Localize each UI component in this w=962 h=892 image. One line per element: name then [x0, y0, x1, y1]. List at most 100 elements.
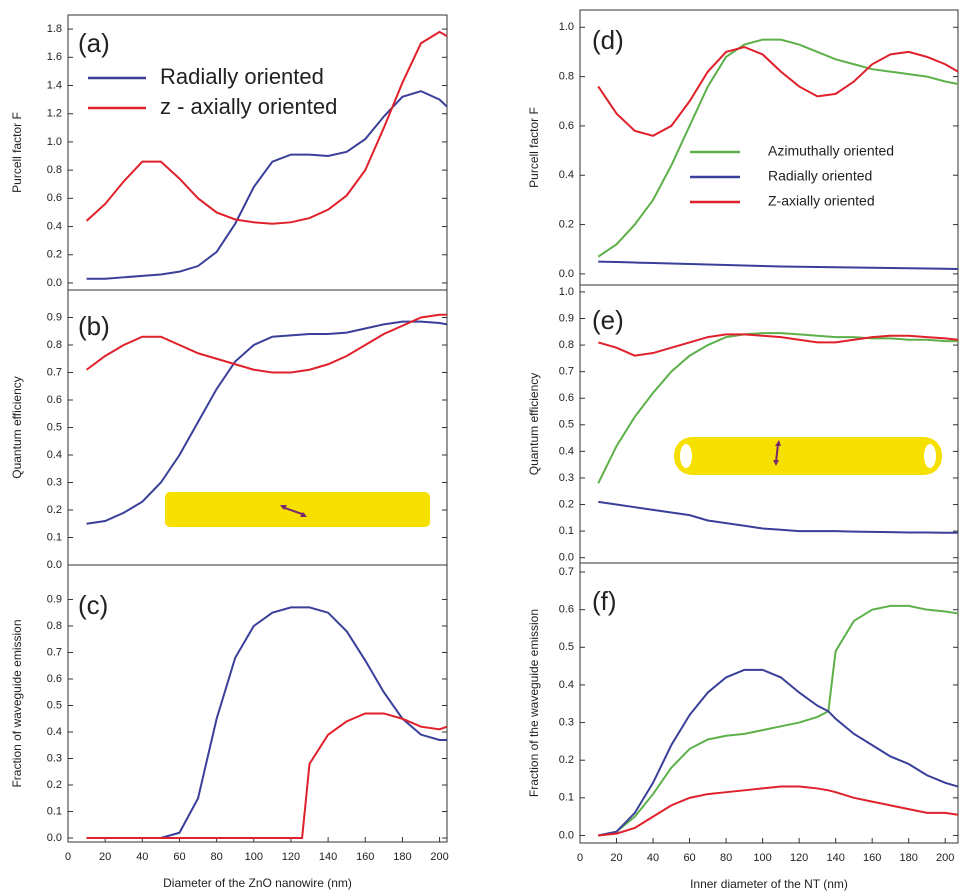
panel-label: (f): [592, 586, 617, 616]
y-tick-label: 0.9: [47, 593, 62, 605]
x-tick-label: 0: [65, 851, 71, 863]
panel-label: (b): [78, 311, 110, 341]
y-tick-label: 0.4: [559, 169, 574, 181]
x-tick-label: 200: [430, 851, 448, 863]
panel-label: (d): [592, 25, 624, 55]
y-tick-label: 0.9: [47, 311, 62, 323]
plot-frame: [67, 14, 448, 291]
y-tick-label: 0.4: [47, 726, 62, 738]
data-line: [85, 313, 447, 374]
y-tick-label: 0.6: [47, 673, 62, 685]
x-tick-label: 20: [99, 851, 111, 863]
y-tick-label: 0.3: [47, 752, 62, 764]
data-line: [597, 38, 959, 258]
plot-frame: [579, 562, 959, 844]
nanotube-rod: [674, 437, 942, 475]
y-tick-label: 0.0: [559, 829, 574, 841]
data-line: [598, 260, 959, 270]
x-tick-label: 60: [173, 851, 185, 863]
data-line: [597, 332, 958, 484]
y-tick-label: 1.8: [47, 23, 62, 35]
legend-label: Azimuthally oriented: [768, 143, 894, 159]
y-tick-label: 0.1: [47, 805, 62, 817]
x-tick-label: 160: [863, 852, 881, 864]
y-tick-label: 0.2: [559, 754, 574, 766]
data-line: [86, 712, 448, 840]
y-tick-label: 0.5: [559, 641, 574, 653]
y-tick-label: 0.4: [559, 679, 574, 691]
x-axis-label: Inner diameter of the NT (nm): [690, 877, 848, 891]
data-line: [598, 604, 959, 837]
x-tick-label: 160: [356, 851, 374, 863]
data-line: [597, 333, 959, 357]
y-tick-label: 0.7: [47, 366, 62, 378]
y-tick-label: 0.2: [47, 504, 62, 516]
y-tick-label: 0.3: [47, 476, 62, 488]
y-tick-label: 0.1: [559, 525, 574, 537]
x-tick-label: 100: [753, 852, 771, 864]
data-line: [86, 90, 448, 280]
y-tick-label: 1.4: [47, 79, 62, 91]
y-axis-label: Fraction of the waveguide emission: [527, 609, 541, 797]
x-tick-label: 180: [900, 852, 918, 864]
x-tick-label: 140: [319, 851, 337, 863]
y-tick-label: 0.3: [559, 716, 574, 728]
y-tick-label: 0.3: [559, 472, 574, 484]
x-tick-label: 120: [282, 851, 300, 863]
data-line: [86, 606, 447, 840]
x-tick-label: 80: [211, 851, 223, 863]
y-tick-label: 0.6: [559, 120, 574, 132]
x-tick-label: 40: [136, 851, 148, 863]
data-line: [598, 785, 959, 837]
y-tick-label: 0.7: [47, 646, 62, 658]
y-tick-label: 0.5: [559, 419, 574, 431]
legend-label: Radially oriented: [160, 64, 324, 89]
x-tick-label: 120: [790, 852, 808, 864]
legend-label: Radially oriented: [768, 168, 872, 184]
x-tick-label: 200: [936, 852, 954, 864]
y-tick-label: 0.0: [559, 552, 574, 564]
y-tick-label: 1.0: [559, 286, 574, 298]
nanowire-rod: [165, 492, 430, 527]
data-line: [86, 320, 448, 525]
y-tick-label: 0.8: [47, 164, 62, 176]
y-axis-label: Fraction of waveguide emission: [10, 619, 24, 787]
y-tick-label: 0.2: [47, 779, 62, 791]
y-axis-label: Quantum efficiency: [10, 376, 24, 479]
y-tick-label: 0.8: [559, 339, 574, 351]
y-tick-label: 0.1: [47, 531, 62, 543]
y-tick-label: 0.0: [47, 832, 62, 844]
data-line: [598, 668, 959, 837]
panel-label: (a): [78, 28, 110, 58]
data-line: [598, 500, 958, 534]
y-tick-label: 0.2: [559, 498, 574, 510]
x-tick-label: 140: [826, 852, 844, 864]
y-tick-label: 0.8: [47, 620, 62, 632]
y-tick-label: 0.0: [559, 268, 574, 280]
panel-label: (c): [78, 590, 108, 620]
x-tick-label: 180: [393, 851, 411, 863]
y-tick-label: 0.2: [559, 218, 574, 230]
y-tick-label: 0.2: [47, 249, 62, 261]
data-line: [85, 30, 448, 225]
y-tick-label: 0.4: [47, 449, 62, 461]
x-tick-label: 0: [577, 852, 583, 864]
data-line: [597, 45, 959, 137]
y-axis-label: Purcell factor F: [527, 107, 541, 188]
y-tick-label: 1.6: [47, 51, 62, 63]
legend-label: Z-axially oriented: [768, 193, 875, 209]
x-tick-label: 40: [647, 852, 659, 864]
y-tick-label: 0.1: [559, 792, 574, 804]
y-tick-label: 0.8: [47, 339, 62, 351]
x-tick-label: 100: [245, 851, 263, 863]
y-axis-label: Quantum efficiency: [527, 373, 541, 476]
x-axis-label: Diameter of the ZnO nanowire (nm): [163, 876, 352, 890]
y-tick-label: 0.6: [47, 394, 62, 406]
y-tick-label: 0.7: [559, 566, 574, 578]
plot-frame: [579, 284, 959, 564]
plot-frame: [67, 564, 448, 843]
x-tick-label: 80: [720, 852, 732, 864]
x-tick-label: 20: [610, 852, 622, 864]
